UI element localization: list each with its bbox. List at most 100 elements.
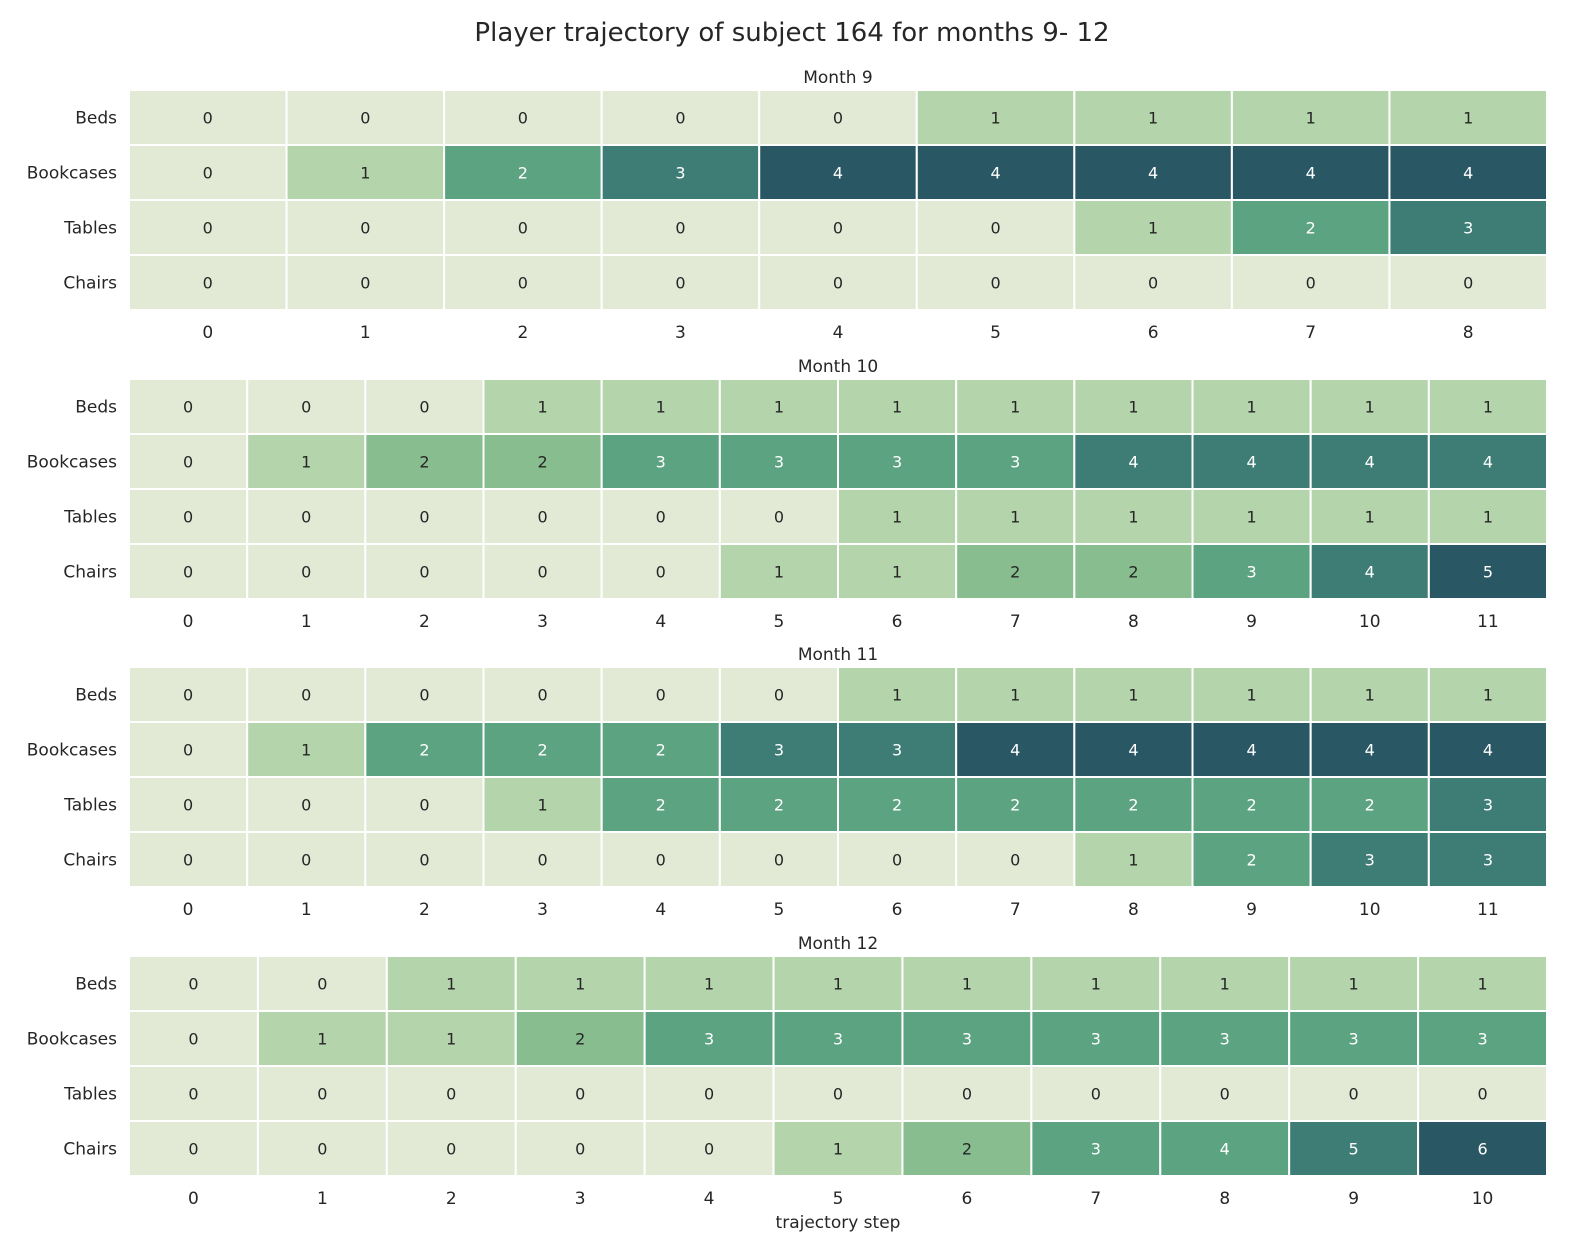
heatmap-cell (364, 776, 485, 833)
cell-label: 0 (656, 563, 666, 582)
cell-label: 3 (774, 741, 784, 760)
cell-label: 0 (419, 851, 429, 870)
x-tick-label: 5 (833, 1189, 844, 1209)
heatmap-cell (482, 543, 603, 600)
cell-label: 1 (1483, 686, 1493, 705)
heatmap-cell (600, 488, 721, 545)
heatmap-cell (758, 144, 918, 201)
cell-label: 3 (1463, 219, 1473, 238)
cell-label: 0 (774, 851, 784, 870)
cell-label: 0 (183, 851, 193, 870)
x-tick-label: 4 (704, 1189, 715, 1209)
x-tick-label: 7 (1010, 900, 1021, 920)
row-label: Tables (63, 508, 117, 528)
x-tick-label: 1 (317, 1189, 328, 1209)
cell-label: 4 (1365, 741, 1375, 760)
x-tick-label: 6 (1148, 323, 1159, 343)
row-label: Bookcases (27, 453, 117, 473)
cell-label: 0 (1349, 1085, 1359, 1104)
x-tick-label: 8 (1128, 900, 1139, 920)
x-tick-label: 4 (833, 323, 844, 343)
cell-label: 2 (518, 164, 528, 183)
x-tick-label: 6 (892, 900, 903, 920)
cell-label: 0 (1148, 274, 1158, 293)
heatmap-cell (600, 144, 761, 201)
heatmap-cell (837, 433, 958, 490)
cell-label: 3 (1349, 1030, 1359, 1049)
heatmap-cell (1388, 144, 1549, 201)
cell-label: 4 (1128, 741, 1138, 760)
row-label: Bookcases (27, 1030, 117, 1050)
x-tick-label: 11 (1477, 612, 1499, 632)
cell-label: 1 (537, 796, 547, 815)
cell-label: 1 (962, 975, 972, 994)
cell-label: 0 (1010, 851, 1020, 870)
cell-label: 0 (1463, 274, 1473, 293)
heatmap-cell (1417, 1120, 1549, 1177)
cell-label: 0 (675, 109, 685, 128)
cell-label: 0 (419, 563, 429, 582)
cell-label: 4 (1483, 453, 1493, 472)
heatmap-cell (128, 1120, 259, 1177)
cell-label: 0 (360, 274, 370, 293)
cell-label: 0 (203, 274, 213, 293)
heatmap-cell (128, 433, 249, 490)
row-label: Bookcases (27, 164, 117, 184)
heatmap-cell (600, 831, 721, 888)
cell-label: 2 (656, 741, 666, 760)
cell-label: 3 (675, 164, 685, 183)
cell-label: 0 (656, 508, 666, 527)
heatmap-cell (443, 144, 603, 201)
heatmap-cell (1288, 1120, 1420, 1177)
cell-label: 0 (833, 1085, 843, 1104)
x-tick-label: 9 (1348, 1189, 1359, 1209)
cell-label: 2 (1246, 851, 1256, 870)
cell-label: 4 (1220, 1140, 1230, 1159)
cell-label: 1 (301, 453, 311, 472)
x-tick-label: 8 (1128, 612, 1139, 632)
cell-label: 0 (518, 109, 528, 128)
cell-label: 0 (301, 508, 311, 527)
cell-label: 2 (537, 453, 547, 472)
x-tick-label: 1 (301, 900, 312, 920)
cell-label: 0 (419, 796, 429, 815)
cell-label: 0 (183, 453, 193, 472)
heatmap-cell (1191, 433, 1312, 490)
heatmap-cell (837, 776, 958, 833)
x-tick-label: 4 (655, 612, 666, 632)
row-label: Chairs (63, 1140, 117, 1160)
cell-label: 1 (1365, 398, 1375, 417)
cell-label: 4 (1246, 741, 1256, 760)
heatmap-cell (364, 666, 485, 723)
heatmap-cell (837, 378, 958, 435)
heatmap-cell (1427, 831, 1549, 888)
cell-label: 1 (1365, 686, 1375, 705)
cell-label: 3 (833, 1030, 843, 1049)
cell-label: 0 (301, 851, 311, 870)
cell-label: 3 (1091, 1140, 1101, 1159)
heatmap-cell (600, 378, 721, 435)
cell-label: 1 (1477, 975, 1487, 994)
x-tick-label: 10 (1472, 1189, 1494, 1209)
x-tick-label: 3 (675, 323, 686, 343)
x-tick-label: 0 (183, 612, 194, 632)
heatmap-cell (1309, 433, 1430, 490)
heatmap-cell (600, 776, 721, 833)
heatmap-cell (1388, 89, 1549, 146)
cell-label: 1 (833, 975, 843, 994)
cell-label: 2 (537, 741, 547, 760)
cell-label: 3 (1365, 851, 1375, 870)
heatmap-cell (1427, 433, 1549, 490)
cell-label: 0 (183, 741, 193, 760)
cell-label: 0 (704, 1140, 714, 1159)
cell-label: 1 (1010, 686, 1020, 705)
cell-label: 3 (892, 741, 902, 760)
cell-label: 0 (833, 274, 843, 293)
cell-label: 0 (537, 686, 547, 705)
row-label: Chairs (63, 851, 117, 871)
heatmap-cell (718, 776, 839, 833)
x-tick-label: 10 (1359, 900, 1381, 920)
heatmap-cell (364, 488, 485, 545)
heatmap-cell (718, 666, 839, 723)
cell-label: 4 (1246, 453, 1256, 472)
